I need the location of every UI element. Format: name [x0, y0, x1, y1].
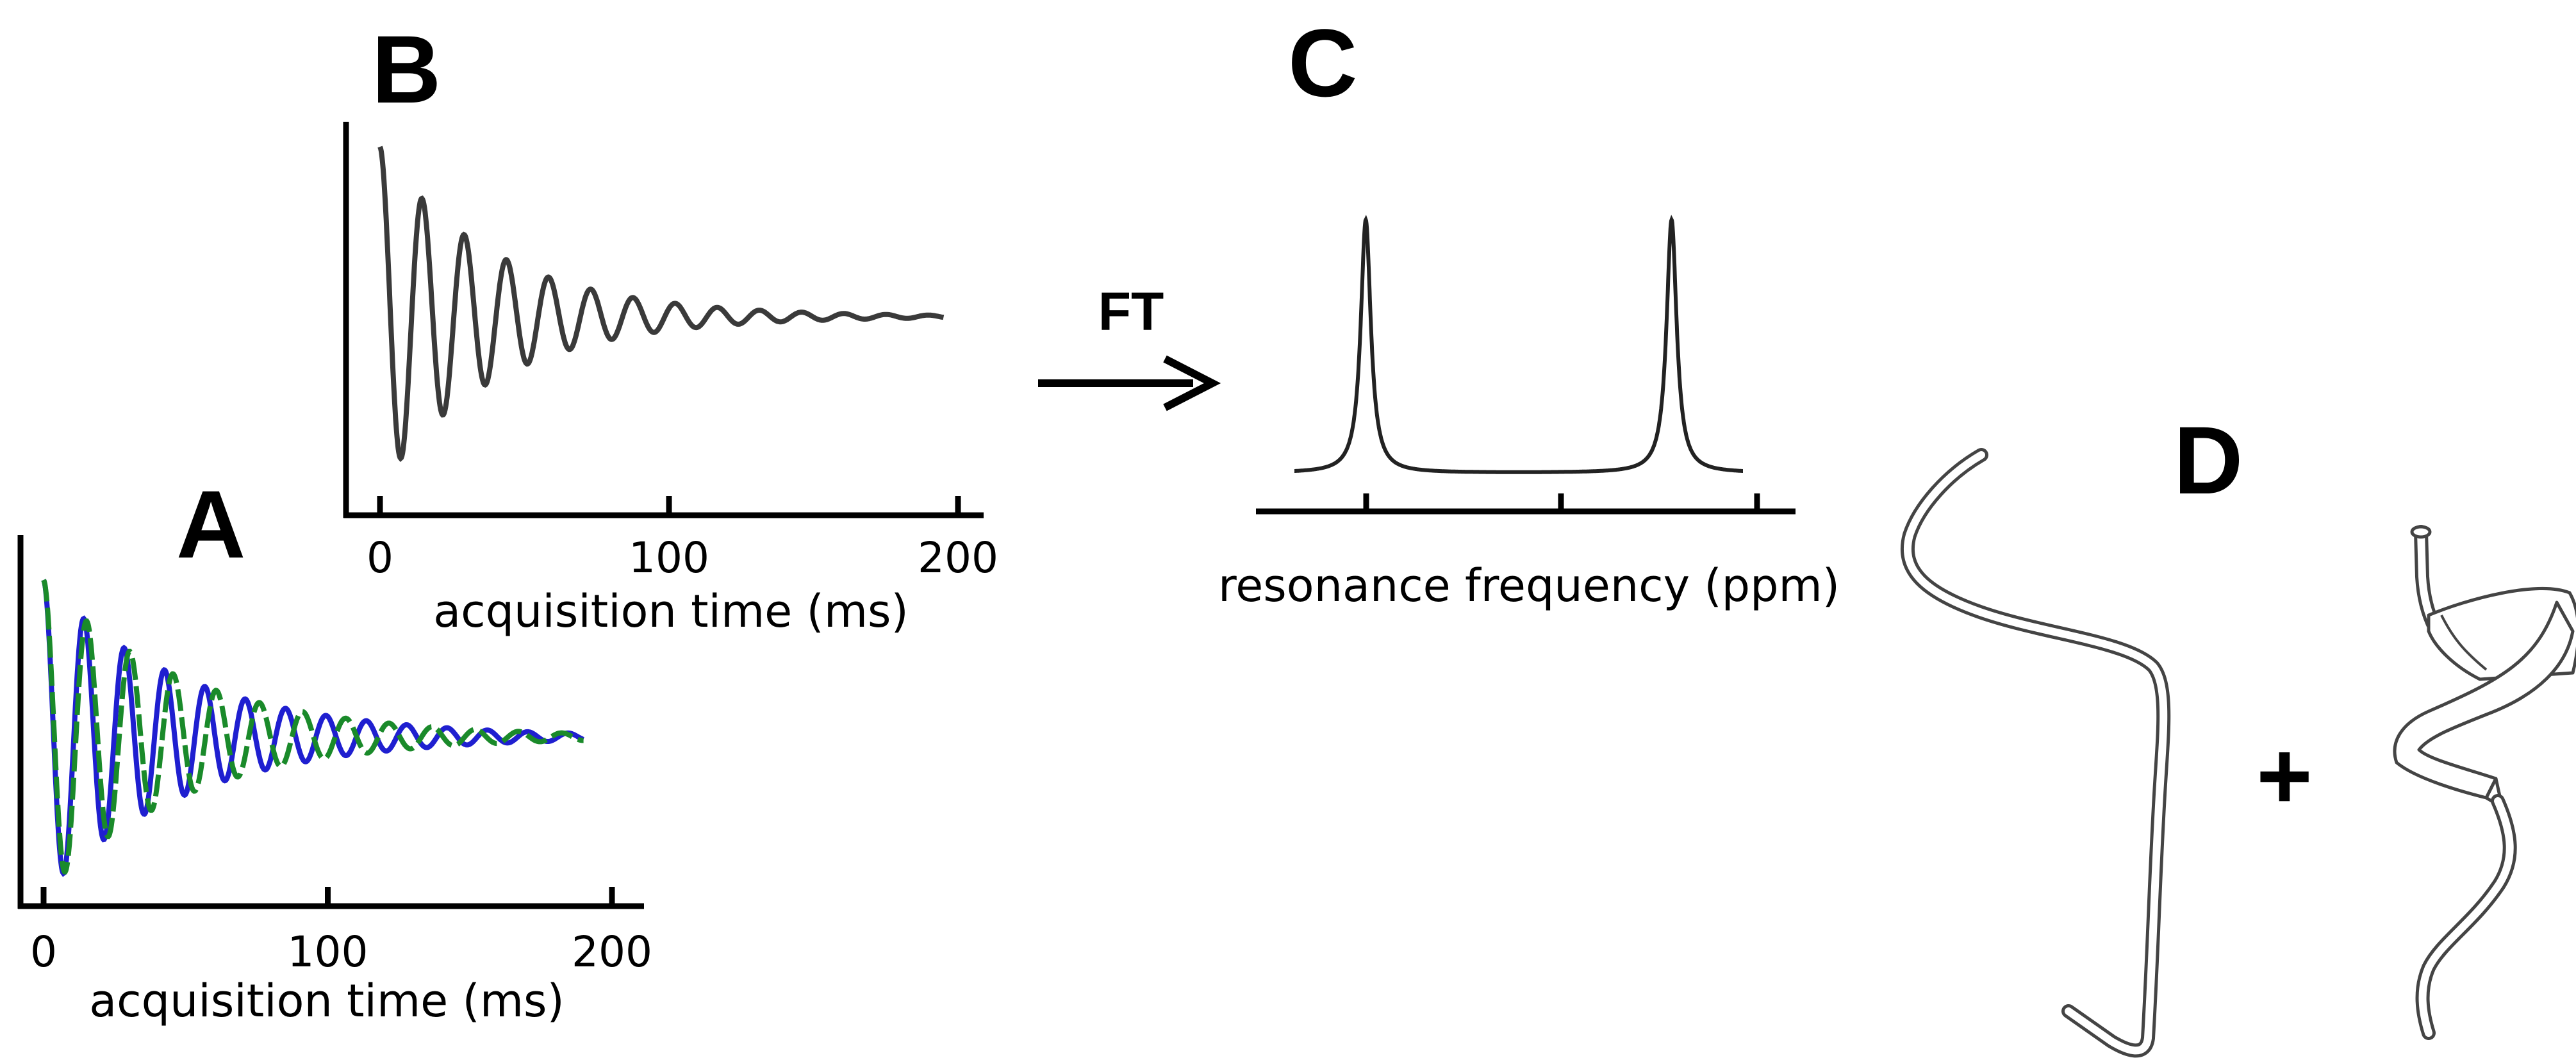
panel-a-fid-chart: A 0 100 200 acquisition time (ms): [17, 470, 652, 1027]
extended-peptide-tube: [1900, 448, 2171, 1058]
panel-a-letter: A: [176, 470, 245, 578]
panel-c-spectrum-line: [1294, 215, 1743, 474]
panel-b-x-axis-title: acquisition time (ms): [433, 585, 909, 638]
a-x-tick-label: 0: [30, 927, 57, 977]
plus-sign: +: [2256, 722, 2313, 829]
panel-a-x-axis-title: acquisition time (ms): [89, 975, 565, 1027]
a-x-tick-label: 200: [572, 927, 652, 977]
ft-label: FT: [1098, 281, 1164, 342]
panel-d-letter: D: [2174, 406, 2243, 514]
panel-b-fid-line: [377, 145, 945, 462]
panel-c-letter: C: [1288, 9, 1357, 117]
b-x-tick-label: 200: [918, 533, 998, 583]
ft-arrow: FT: [1038, 281, 1221, 411]
panel-a-fid-line-green: [41, 579, 584, 875]
panel-b-letter: B: [372, 15, 441, 123]
b-x-tick-label: 100: [629, 533, 709, 583]
panel-d-structures: D +: [1900, 406, 2576, 1058]
panel-c-x-axis-title: resonance frequency (ppm): [1218, 559, 1840, 612]
helical-peptide: [2393, 525, 2576, 1040]
ft-arrow-head: [1163, 355, 1221, 411]
a-x-tick-label: 100: [288, 927, 368, 977]
panel-b-fid-chart: B 0 100 200 acquisition time (ms): [343, 15, 998, 638]
b-x-tick-label: 0: [367, 533, 393, 583]
panel-c-spectrum-chart: C resonance frequency (ppm): [1218, 9, 1840, 612]
